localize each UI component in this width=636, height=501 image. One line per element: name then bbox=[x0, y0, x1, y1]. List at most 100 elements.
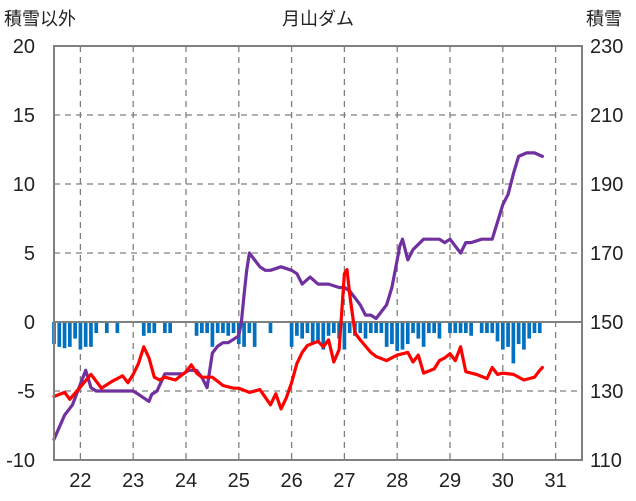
precip-bar bbox=[78, 322, 83, 350]
x-tick-label: 22 bbox=[69, 470, 91, 492]
precip-bar bbox=[321, 322, 326, 350]
precip-bar bbox=[363, 322, 368, 339]
precip-bar bbox=[57, 322, 62, 347]
y-right-tick-label: 210 bbox=[590, 105, 623, 127]
precip-bar bbox=[427, 322, 431, 334]
precip-bar bbox=[268, 322, 273, 334]
precip-bar bbox=[331, 322, 336, 334]
snow-depth-line bbox=[52, 151, 545, 441]
precip-bar bbox=[104, 322, 109, 334]
precip-bar bbox=[453, 322, 458, 334]
precip-bar bbox=[247, 322, 252, 334]
precip-bar bbox=[326, 322, 331, 336]
precip-bar bbox=[411, 322, 415, 334]
x-tick-label: 25 bbox=[228, 470, 250, 492]
y-left-tick-label: -10 bbox=[6, 450, 35, 472]
precip-bar bbox=[432, 322, 437, 334]
precip-bar bbox=[347, 322, 352, 334]
precip-bar bbox=[500, 322, 505, 350]
precip-bar bbox=[485, 322, 489, 334]
y-right-label: 積雪 bbox=[586, 9, 622, 30]
x-tick-label: 30 bbox=[492, 470, 514, 492]
precip-bar bbox=[316, 322, 320, 342]
precip-bar bbox=[310, 322, 315, 345]
x-tick-label: 24 bbox=[175, 470, 197, 492]
precip-bar bbox=[458, 322, 463, 334]
precip-bar bbox=[205, 322, 209, 334]
precip-bar bbox=[390, 322, 394, 345]
precip-bar bbox=[252, 322, 257, 347]
precip-bar bbox=[147, 322, 151, 334]
precip-bar bbox=[527, 322, 532, 339]
precip-bar bbox=[537, 322, 542, 334]
precip-bar bbox=[532, 322, 537, 334]
precip-bar bbox=[384, 322, 389, 347]
precip-bar bbox=[199, 322, 204, 334]
precip-bar bbox=[358, 322, 363, 334]
y-left-tick-label: 0 bbox=[24, 312, 35, 334]
precip-bar bbox=[141, 322, 146, 336]
precip-bar bbox=[395, 322, 400, 351]
precip-bar bbox=[368, 322, 373, 334]
precip-bar bbox=[226, 322, 231, 336]
precip-bar bbox=[448, 322, 452, 334]
precip-bar bbox=[73, 322, 77, 339]
precip-bar bbox=[242, 322, 246, 347]
precip-bar bbox=[194, 322, 199, 336]
series-lines bbox=[52, 151, 545, 441]
y-right-tick-label: 130 bbox=[590, 381, 623, 403]
chart-title: 月山ダム bbox=[282, 9, 354, 30]
precip-bar bbox=[479, 322, 484, 334]
x-tick-label: 27 bbox=[333, 470, 355, 492]
precip-bar bbox=[379, 322, 384, 334]
precip-bar bbox=[495, 322, 500, 342]
precip-bar bbox=[490, 322, 495, 334]
temperature-line bbox=[52, 268, 545, 411]
precip-bar bbox=[437, 322, 442, 339]
precip-bar bbox=[215, 322, 220, 334]
precip-bar bbox=[374, 322, 378, 334]
precip-bar bbox=[62, 322, 67, 349]
y-right-tick-label: 170 bbox=[590, 243, 623, 265]
tick-labels: 20 15 10 5 0 -5 -10 230 210 190 170 150 130 110 22 23 24… bbox=[6, 36, 623, 492]
x-tick-label: 23 bbox=[122, 470, 144, 492]
x-tick-label: 29 bbox=[439, 470, 461, 492]
precip-bar bbox=[506, 322, 510, 347]
precip-bar bbox=[300, 322, 305, 339]
precip-bar bbox=[163, 322, 167, 334]
precip-bar bbox=[305, 322, 310, 334]
precip-bar bbox=[231, 322, 236, 334]
precip-bar bbox=[89, 322, 93, 347]
y-right-tick-label: 230 bbox=[590, 36, 623, 58]
precip-bar bbox=[168, 322, 173, 334]
y-left-tick-label: 10 bbox=[13, 174, 35, 196]
y-right-tick-label: 190 bbox=[590, 174, 623, 196]
precip-bar bbox=[516, 322, 521, 345]
y-left-label: 積雪以外 bbox=[4, 9, 76, 30]
precip-bar bbox=[289, 322, 294, 347]
plot-frame bbox=[53, 45, 583, 461]
precip-bar bbox=[405, 322, 410, 345]
precip-bar bbox=[152, 322, 157, 334]
y-right-tick-label: 150 bbox=[590, 312, 623, 334]
precip-bar bbox=[522, 322, 526, 350]
grid bbox=[54, 46, 582, 460]
precip-bar bbox=[210, 322, 215, 347]
x-tick-label: 26 bbox=[280, 470, 302, 492]
precip-bar bbox=[342, 322, 347, 350]
precip-bar bbox=[115, 322, 120, 334]
x-tick-label: 28 bbox=[386, 470, 408, 492]
precip-bar bbox=[221, 322, 225, 334]
y-right-tick-label: 110 bbox=[590, 450, 622, 472]
precip-bar bbox=[94, 322, 99, 334]
precip-bar bbox=[511, 322, 516, 364]
precip-bar bbox=[67, 322, 72, 347]
precip-bar bbox=[83, 322, 88, 347]
y-left-tick-label: 15 bbox=[13, 105, 35, 127]
precip-bar bbox=[416, 322, 421, 339]
precip-bar bbox=[295, 322, 299, 336]
x-tick-label: 31 bbox=[544, 470, 566, 492]
y-left-tick-label: 5 bbox=[24, 243, 35, 265]
y-left-tick-label: -5 bbox=[17, 381, 35, 403]
